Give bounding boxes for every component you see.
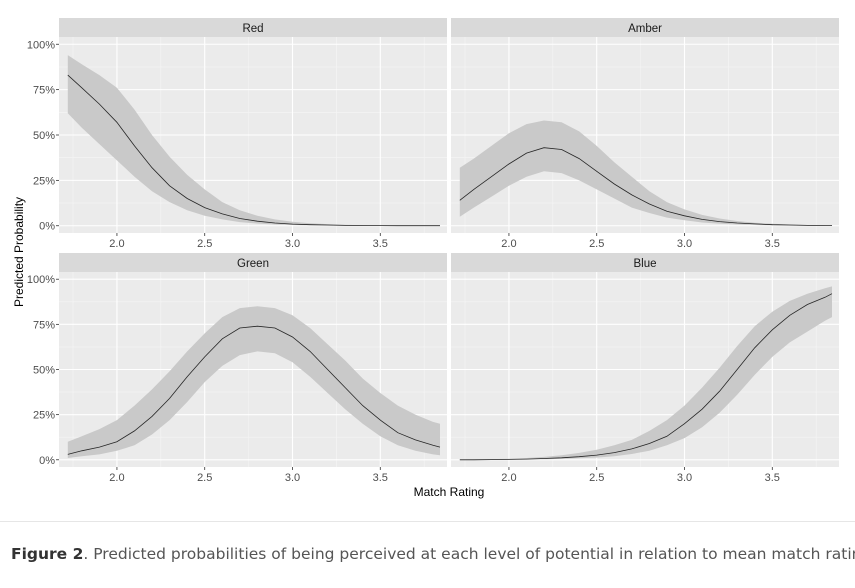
panel-green: Green 2.0 2.5 3.0 3.5 0% 25% 50% 75% 100% (27, 253, 447, 484)
y-axis-title: Predicted Probability (12, 197, 26, 307)
strip-label-green: Green (237, 258, 269, 270)
strip-label-amber: Amber (628, 23, 662, 35)
x-tick-label: 3.0 (285, 472, 300, 484)
series-line-amber (459, 147, 832, 227)
x-tick-label: 3.5 (373, 472, 388, 484)
panel-blue: Blue 2.0 2.5 3.0 3.5 (451, 253, 839, 484)
x-tick-label: 3.0 (285, 238, 300, 250)
x-tick-label: 3.0 (677, 472, 692, 484)
x-tick-label: 2.5 (197, 472, 212, 484)
panel-amber: Amber 2.0 2.5 3.0 3.5 (451, 18, 839, 250)
strip-background-red (59, 18, 447, 37)
x-tick-label: 2.0 (501, 472, 516, 484)
panel-red: Red 2.0 2.5 3.0 3.5 0% 25% 50% 75% 100% (27, 18, 447, 250)
confidence-ribbon-green (67, 306, 441, 458)
caption-divider (0, 521, 855, 522)
y-tick-label: 0% (39, 221, 55, 233)
x-tick-label: 2.5 (197, 238, 212, 250)
series-line-green (67, 325, 441, 455)
x-tick-label: 3.5 (765, 472, 780, 484)
series-line-blue (459, 293, 833, 461)
strip-background-blue (451, 253, 839, 272)
y-tick-label: 50% (33, 365, 55, 377)
y-tick-label: 100% (27, 39, 55, 51)
x-tick-label: 2.0 (109, 238, 124, 250)
y-tick-label: 50% (33, 130, 55, 142)
y-tick-label: 25% (33, 410, 55, 422)
confidence-ribbon-amber (459, 120, 832, 226)
series-line-red (67, 74, 440, 227)
strip-background-amber (451, 18, 839, 37)
x-tick-label: 3.0 (677, 238, 692, 250)
y-tick-label: 75% (33, 85, 55, 97)
caption-label: Figure 2 (11, 545, 84, 563)
x-tick-label: 2.0 (501, 238, 516, 250)
faceted-line-chart: Red 2.0 2.5 3.0 3.5 0% 25% 50% 75% 100% Amber 2.0 2.… (12, 18, 839, 499)
confidence-ribbon-red (67, 55, 441, 226)
figure-caption: Figure 2. Predicted probabilities of bei… (11, 545, 855, 563)
caption-text: . Predicted probabilities of being perce… (83, 545, 855, 563)
strip-background-green (59, 253, 447, 272)
x-tick-label: 2.0 (109, 472, 124, 484)
strip-label-red: Red (242, 23, 263, 35)
x-tick-label: 2.5 (589, 472, 604, 484)
y-tick-label: 25% (33, 175, 55, 187)
confidence-ribbon-blue (459, 286, 832, 460)
x-tick-label: 3.5 (765, 238, 780, 250)
x-axis-title: Match Rating (414, 485, 485, 499)
y-tick-label: 0% (39, 455, 55, 467)
x-tick-label: 3.5 (373, 238, 388, 250)
y-tick-label: 100% (27, 274, 55, 286)
strip-label-blue: Blue (633, 258, 656, 270)
x-tick-label: 2.5 (589, 238, 604, 250)
y-tick-label: 75% (33, 319, 55, 331)
